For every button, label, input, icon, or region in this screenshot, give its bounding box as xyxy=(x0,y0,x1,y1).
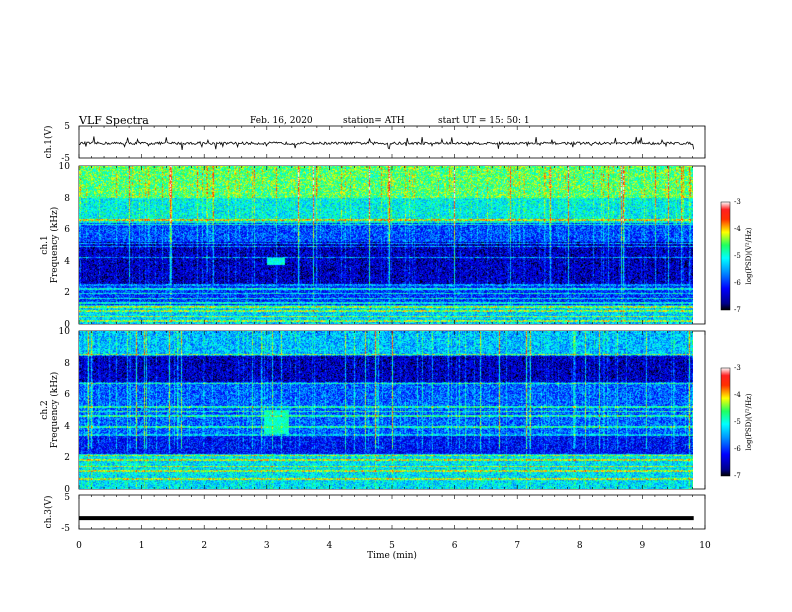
ch2-channel-label: ch.2 xyxy=(40,400,50,419)
date-label: Feb. 16, 2020 xyxy=(250,116,313,126)
xtick-label-6: 6 xyxy=(452,541,458,551)
ch2-cbtick-m3: -3 xyxy=(734,364,741,372)
ch2-colorbar-label: log(PSD)(V²/Hz) xyxy=(745,393,753,450)
ch1-ytick-4: 4 xyxy=(64,257,70,267)
ch3-waveform-frame xyxy=(78,494,706,530)
ch2-colorbar: -3 -4 -5 -6 -7 log(PSD)(V²/Hz) xyxy=(720,364,753,480)
xtick-label-9: 9 xyxy=(640,541,646,551)
ch1-frequency-label: Frequency (kHz) xyxy=(49,207,60,284)
station-label: station= ATH xyxy=(343,116,405,126)
ch3-ytick-bottom: -5 xyxy=(61,524,70,534)
ch2-cbtick-m7: -7 xyxy=(734,472,741,480)
ch1-spectrogram-panel: 0 2 4 6 8 10 ch.1 Frequency (kHz) xyxy=(40,162,706,330)
xtick-label-2: 2 xyxy=(201,541,207,551)
ch2-ytick-10: 10 xyxy=(59,327,71,337)
xtick-label-7: 7 xyxy=(514,541,520,551)
ch2-ytick-2: 2 xyxy=(64,453,70,463)
x-axis-label: Time (min) xyxy=(367,550,417,561)
ch1-ytick-8: 8 xyxy=(64,194,70,204)
xtick-label-5: 5 xyxy=(389,541,395,551)
ch1-spectrogram-ticks xyxy=(78,166,706,324)
ch2-colorbar-gradient xyxy=(720,367,731,477)
x-axis: 0 1 2 3 4 5 6 7 8 9 10 Time (min) xyxy=(76,541,711,561)
xtick-label-4: 4 xyxy=(327,541,333,551)
ch1-colorbar-label: log(PSD)(V²/Hz) xyxy=(745,227,753,284)
xtick-label-8: 8 xyxy=(577,541,583,551)
ch1-cbtick-m4: -4 xyxy=(734,225,741,233)
xtick-label-1: 1 xyxy=(139,541,145,551)
ch2-ytick-0: 0 xyxy=(64,485,70,495)
ch1-colorbar: -3 -4 -5 -6 -7 log(PSD)(V²/Hz) xyxy=(720,198,753,314)
ch1-waveform-trace xyxy=(79,136,695,150)
ch1-cbtick-m7: -7 xyxy=(734,306,741,314)
xtick-label-3: 3 xyxy=(264,541,270,551)
ch1-cbtick-m5: -5 xyxy=(734,252,741,260)
ch1-ytick-top: 5 xyxy=(64,122,70,132)
ch1-waveform-ticks xyxy=(78,126,706,158)
ch2-ytick-8: 8 xyxy=(64,359,70,369)
xtick-label-0: 0 xyxy=(76,541,82,551)
ch1-waveform-frame xyxy=(78,125,706,159)
figure-title: VLF Spectra xyxy=(78,114,149,127)
ch2-frequency-label: Frequency (kHz) xyxy=(49,372,60,449)
ch1-cbtick-m6: -6 xyxy=(734,279,741,287)
ch1-ytick-bottom: -5 xyxy=(61,154,70,164)
ch1-colorbar-gradient xyxy=(720,201,731,311)
ch1-ytick-0: 0 xyxy=(64,320,70,330)
ch2-ytick-6: 6 xyxy=(64,390,70,400)
ch2-cbtick-m5: -5 xyxy=(734,418,741,426)
ch1-cbtick-m3: -3 xyxy=(734,198,741,206)
ch2-cbtick-m4: -4 xyxy=(734,391,741,399)
ch2-spectrogram-image xyxy=(79,331,693,489)
ch1-waveform-panel: 5 -5 ch.1(V) xyxy=(43,122,706,164)
ch2-spectrogram-panel: 0 2 4 6 8 10 ch.2 Frequency (kHz) xyxy=(40,327,706,495)
start-time-label: start UT = 15: 50: 1 xyxy=(438,116,530,126)
ch2-ytick-4: 4 xyxy=(64,422,70,432)
ch3-ytick-top: 5 xyxy=(64,493,70,503)
ch1-channel-label: ch.1 xyxy=(40,235,50,254)
xtick-label-10: 10 xyxy=(699,541,711,551)
ch1-spectrogram-image xyxy=(79,166,693,324)
ch2-spectrogram-ticks xyxy=(78,331,706,489)
ch3-waveform-panel: 5 -5 ch.3(V) xyxy=(43,493,706,534)
ch1-waveform-ylabel: ch.1(V) xyxy=(43,126,54,159)
ch2-cbtick-m6: -6 xyxy=(734,445,741,453)
ch3-waveform-ylabel: ch.3(V) xyxy=(43,496,54,529)
ch1-ytick-6: 6 xyxy=(64,225,70,235)
ch1-ytick-2: 2 xyxy=(64,288,70,298)
ch1-ytick-10: 10 xyxy=(59,162,71,172)
ch3-waveform-ticks xyxy=(78,495,706,529)
